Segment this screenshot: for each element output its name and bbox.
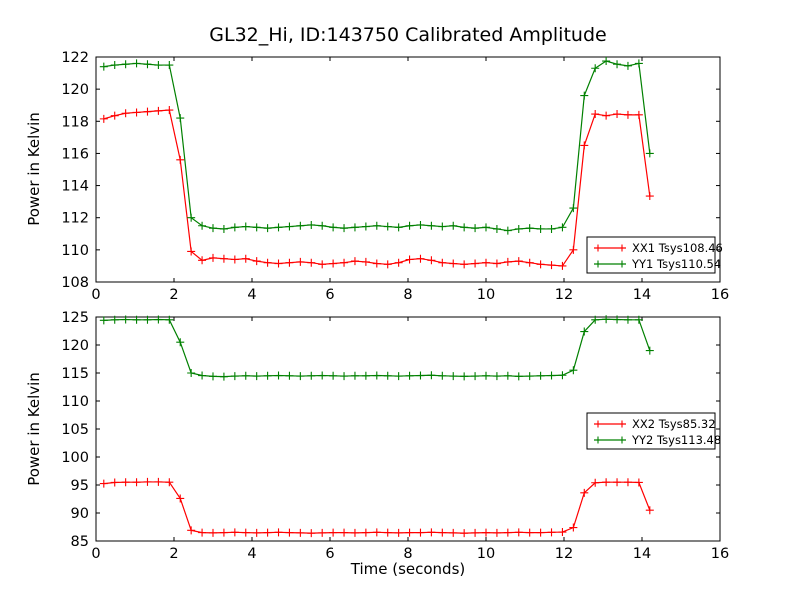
legend-1: XX2 Tsys85.32 YY2 Tsys113.48 (586, 412, 721, 450)
y-tick-label: 125 (61, 310, 89, 326)
y-ticks (96, 56, 720, 283)
x-tick-label: 6 (325, 287, 334, 303)
y-tick-label: 120 (61, 338, 89, 354)
x-tick-label: 16 (711, 287, 729, 303)
legend-sample-marker (618, 244, 626, 252)
y-axis-label-bottom: Power in Kelvin (25, 372, 43, 486)
legend-sample-marker (618, 420, 626, 428)
legend-sample-marker (594, 420, 602, 428)
y-tick-label: 90 (71, 506, 89, 522)
y-ticks (96, 316, 720, 542)
axes-0: 0 2 4 6 8 10 12 14 16 108 110 112 114 116 118 120 122 XX1… (61, 50, 729, 303)
y-tick-label: 122 (61, 50, 89, 66)
y-tick-label: 116 (61, 146, 89, 162)
legend-box (586, 412, 716, 450)
x-tick-label: 10 (477, 287, 495, 303)
x-tick-label: 14 (633, 287, 651, 303)
y-tick-label: 95 (71, 478, 89, 494)
legend-sample-marker (594, 244, 602, 252)
series-line-YY2 (103, 318, 651, 378)
y-tick-label: 110 (61, 394, 89, 410)
series-markers-YY1 (99, 57, 654, 235)
legend-sample-marker (594, 436, 602, 444)
x-tick-label: 12 (555, 546, 573, 562)
legend-entry-label: XX2 Tsys85.32 (632, 417, 716, 431)
legend-entry-label: XX1 Tsys108.46 (632, 241, 723, 255)
x-ticks (95, 57, 721, 282)
x-tick-label: 12 (555, 287, 573, 303)
legend-0: XX1 Tsys108.46 YY1 Tsys110.54 (586, 236, 723, 274)
y-tick-label: 108 (61, 275, 89, 291)
y-tick-label: 105 (61, 422, 89, 438)
x-tick-label: 0 (91, 546, 100, 562)
y-tick-label: 85 (71, 534, 89, 550)
legend-sample-marker (618, 436, 626, 444)
series-markers-XX2 (99, 477, 654, 538)
x-tick-label: 0 (91, 287, 100, 303)
series-line-XX2 (103, 481, 651, 534)
series-markers-XX1 (99, 106, 654, 270)
series-line-XX1 (103, 109, 651, 267)
x-tick-label: 14 (633, 546, 651, 562)
legend-sample-marker (618, 260, 626, 268)
x-tick-label: 8 (403, 287, 412, 303)
x-axis-label: Time (seconds) (350, 560, 466, 578)
x-tick-label: 2 (169, 546, 178, 562)
x-tick-label: 6 (325, 546, 334, 562)
x-tick-label: 10 (477, 546, 495, 562)
legend-sample-marker (594, 260, 602, 268)
x-tick-label: 16 (711, 546, 729, 562)
x-ticks (95, 317, 721, 541)
y-tick-label: 112 (61, 211, 89, 227)
y-tick-label: 100 (61, 450, 89, 466)
x-tick-label: 4 (247, 546, 256, 562)
y-tick-label: 110 (61, 243, 89, 259)
x-tick-label: 4 (247, 287, 256, 303)
y-tick-label: 114 (61, 179, 89, 195)
y-tick-label: 120 (61, 82, 89, 98)
axes-1: 0 2 4 6 8 10 12 14 16 85 90 95 100 105 110 115 120 125 XX2… (61, 310, 729, 562)
y-tick-label: 118 (61, 114, 89, 130)
legend-entry-label: YY1 Tsys110.54 (631, 257, 721, 271)
legend-entry-label: YY2 Tsys113.48 (631, 433, 721, 447)
y-tick-label: 115 (61, 366, 89, 382)
series-markers-YY2 (99, 315, 654, 381)
legend-box (586, 236, 716, 274)
y-axis-label-top: Power in Kelvin (25, 112, 43, 226)
x-tick-label: 8 (403, 546, 412, 562)
chart-title: GL32_Hi, ID:143750 Calibrated Amplitude (209, 24, 607, 46)
x-tick-label: 2 (169, 287, 178, 303)
